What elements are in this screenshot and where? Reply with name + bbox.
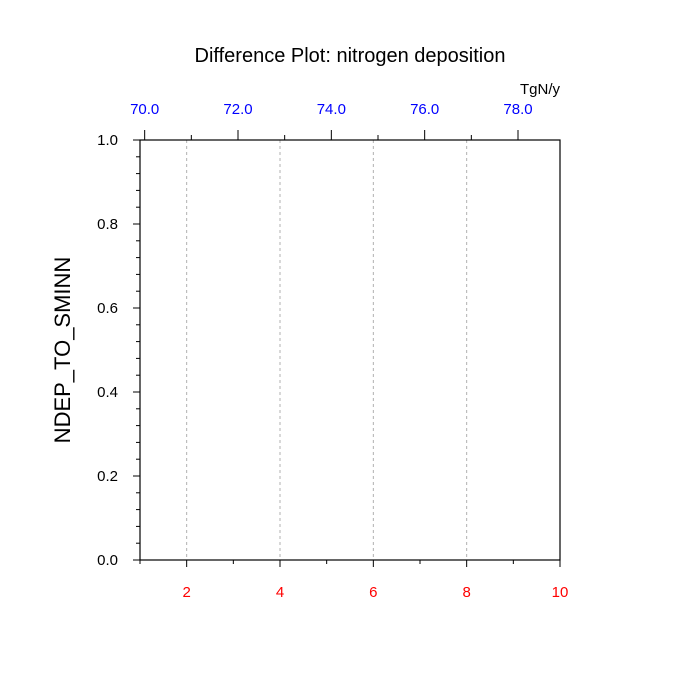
axes: 2 4 6 8 10 70.0 72.0 74.0 76.0 78.0 0.0 0.2 0.4 0.6 0.… xyxy=(97,101,568,601)
chart-title: Difference Plot: nitrogen deposition xyxy=(195,45,506,67)
y-tick-label: 1.0 xyxy=(97,132,118,149)
top-tick-label: 72.0 xyxy=(223,101,252,118)
top-tick-label: 76.0 xyxy=(410,101,439,118)
x-tick-label: 2 xyxy=(182,584,190,601)
x-tick-label: 4 xyxy=(276,584,284,601)
y-tick-label: 0.0 xyxy=(97,552,118,569)
y-axis-label: NDEP_TO_SMINN xyxy=(50,257,75,444)
y-tick-label: 0.6 xyxy=(97,300,118,317)
plot-frame xyxy=(139,139,561,561)
x-tick-label: 10 xyxy=(552,584,569,601)
y-tick-label: 0.4 xyxy=(97,384,118,401)
top-tick-label: 74.0 xyxy=(317,101,346,118)
grid xyxy=(186,140,468,560)
top-tick-label: 70.0 xyxy=(130,101,159,118)
top-tick-label: 78.0 xyxy=(503,101,532,118)
x-tick-label: 6 xyxy=(369,584,377,601)
x-tick-label: 8 xyxy=(462,584,470,601)
y-tick-label: 0.8 xyxy=(97,216,118,233)
y-tick-label: 0.2 xyxy=(97,468,118,485)
top-axis-unit: TgN/y xyxy=(520,81,561,98)
